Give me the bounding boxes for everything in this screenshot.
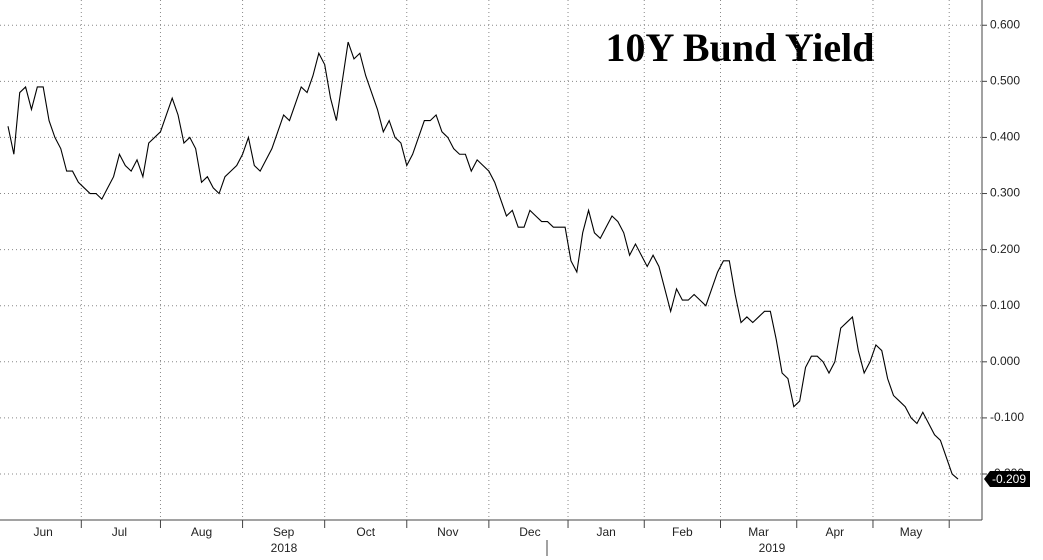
line [7, 41, 959, 480]
y-tick-label: 0.300 [990, 186, 1020, 200]
y-tick-label: -0.100 [990, 410, 1024, 424]
y-tick-label: 0.000 [990, 354, 1020, 368]
x-tick-label: Jun [34, 525, 53, 539]
year-label: 2018 [271, 541, 298, 555]
y-tick-label: 0.400 [990, 130, 1020, 144]
x-tick-label: Oct [356, 525, 375, 539]
x-tick-label: Jan [596, 525, 615, 539]
year-label: 2019 [759, 541, 786, 555]
x-tick-label: Aug [191, 525, 212, 539]
y-tick-label: 0.100 [990, 298, 1020, 312]
x-tick-label: Sep [273, 525, 295, 539]
y-tick-label: 0.500 [990, 74, 1020, 88]
x-tick-label: Mar [748, 525, 769, 539]
x-tick-label: Dec [519, 525, 540, 539]
last-value-box [984, 471, 1030, 488]
x-tick-label: May [900, 525, 923, 539]
y-tick-label: 0.600 [990, 17, 1020, 31]
last-value-label: -0.209 [992, 472, 1026, 486]
x-tick-label: Nov [437, 525, 458, 539]
chart-title: 10Y Bund Yield [606, 25, 875, 70]
y-tick-label: 0.200 [990, 242, 1020, 256]
x-tick-label: Apr [826, 525, 845, 539]
x-tick-label: Jul [112, 525, 127, 539]
x-tick-label: Feb [672, 525, 693, 539]
